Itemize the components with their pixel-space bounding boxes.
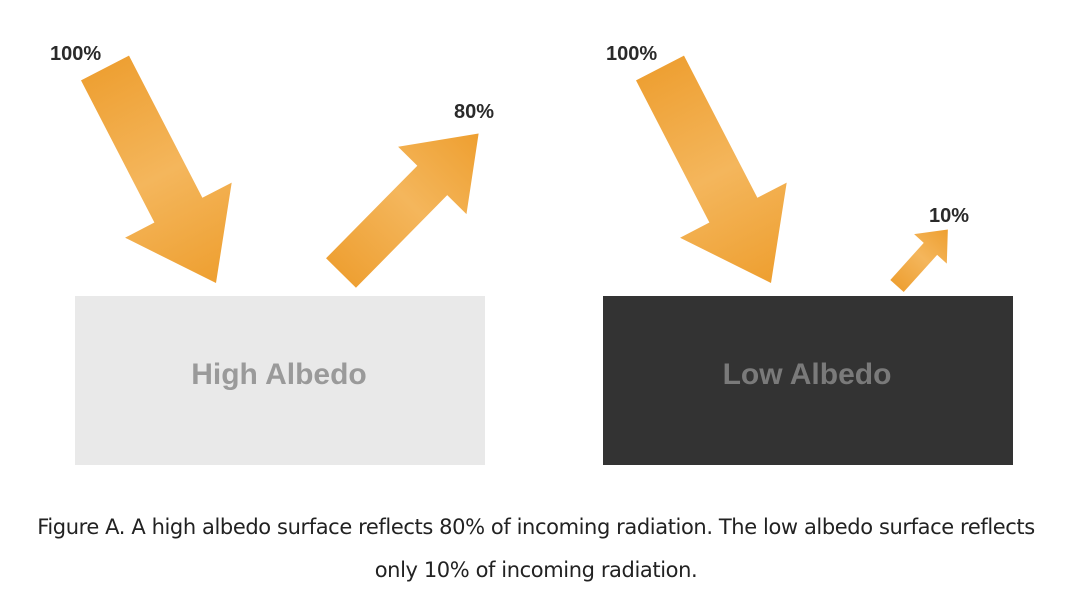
surface-label: High Albedo (191, 358, 367, 391)
high-albedo-surface (75, 296, 485, 465)
surface-label: Low Albedo (723, 358, 892, 391)
reflected-label: 80% (454, 101, 494, 123)
reflected-label: 10% (929, 205, 969, 227)
incoming-label: 100% (50, 43, 101, 65)
reflected-arrow (326, 133, 479, 288)
diagram: High Albedo 100% 80% Low Albedo 100% 10% (50, 43, 1013, 465)
caption: Figure A. A high albedo surface reflects… (37, 515, 1035, 582)
incoming-label: 100% (606, 43, 657, 65)
incoming-arrow (636, 55, 787, 284)
reflected-arrow (890, 229, 948, 293)
low-albedo-surface (603, 296, 1013, 465)
incoming-arrow (81, 55, 232, 284)
